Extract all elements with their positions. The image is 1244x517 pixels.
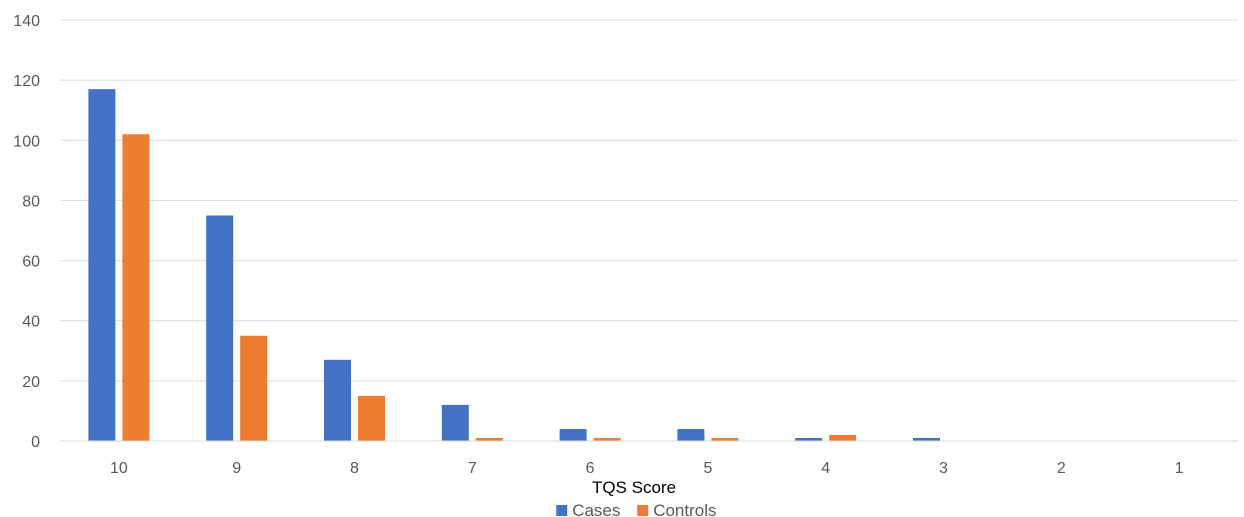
legend-swatch-controls <box>637 505 649 516</box>
gridlines <box>60 19 1238 382</box>
x-tick-label: 6 <box>586 460 595 477</box>
bars <box>88 89 940 442</box>
y-tick-label: 40 <box>22 314 40 331</box>
bar-controls-9 <box>240 335 268 441</box>
legend-label-controls: Controls <box>653 501 716 517</box>
bar-cases-9 <box>206 215 234 441</box>
x-axis-ticks: 10 9 8 7 6 5 4 3 2 1 <box>110 460 1184 477</box>
bar-cases-4 <box>795 437 823 441</box>
bar-cases-6 <box>559 428 587 441</box>
y-tick-label: 60 <box>22 254 40 271</box>
bar-cases-7 <box>441 404 469 441</box>
bar-controls-5 <box>711 437 739 441</box>
x-tick-label: 4 <box>821 460 830 477</box>
x-tick-label: 3 <box>939 460 948 477</box>
bar-cases-5 <box>677 428 705 441</box>
legend: Cases Controls <box>556 501 717 517</box>
bar-cases-3 <box>913 437 940 441</box>
legend-swatch-cases <box>556 505 568 516</box>
y-axis-ticks: 0 20 40 60 80 100 120 140 <box>13 13 40 451</box>
y-tick-label: 120 <box>13 73 40 90</box>
x-tick-label: 2 <box>1057 460 1066 477</box>
y-tick-label: 80 <box>22 193 40 210</box>
x-tick-label: 8 <box>350 460 359 477</box>
bar-controls-8 <box>358 395 385 441</box>
y-tick-label: 20 <box>22 374 40 391</box>
bar-controls-7 <box>475 437 503 441</box>
bar-controls-10 <box>122 134 150 441</box>
x-tick-label: 5 <box>703 460 712 477</box>
x-tick-label: 10 <box>110 460 128 477</box>
y-tick-label: 140 <box>13 13 40 30</box>
x-tick-label: 9 <box>232 460 241 477</box>
bar-controls-4 <box>829 434 857 441</box>
bar-cases-8 <box>324 359 351 441</box>
x-axis-title: TQS Score <box>592 478 676 497</box>
bar-cases-10 <box>88 89 116 442</box>
bar-controls-6 <box>593 437 621 441</box>
legend-label-cases: Cases <box>572 501 620 517</box>
y-tick-label: 100 <box>13 133 40 150</box>
x-tick-label: 7 <box>468 460 477 477</box>
y-tick-label: 0 <box>31 434 40 451</box>
x-tick-label: 1 <box>1175 460 1184 477</box>
